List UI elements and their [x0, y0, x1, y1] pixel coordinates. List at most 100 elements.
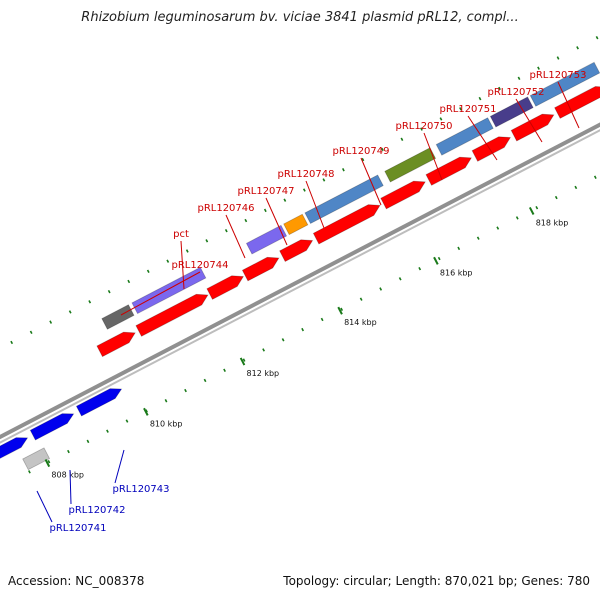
backbone-shadow	[0, 129, 600, 444]
upper-tick	[263, 208, 267, 213]
scale-tick	[337, 306, 343, 315]
gene-box[interactable]	[101, 304, 135, 330]
cds-arrow[interactable]	[135, 293, 209, 337]
gene-label[interactable]: pct	[173, 229, 189, 240]
upper-tick	[381, 147, 384, 152]
gene-label[interactable]: pRL120751	[439, 104, 496, 115]
lower-tick	[379, 287, 383, 291]
topology-label: Topology: circular; Length: 870,021 bp; …	[283, 574, 590, 588]
cds-arrow[interactable]	[471, 136, 512, 162]
lower-tick	[164, 399, 168, 403]
upper-tick	[498, 86, 501, 91]
upper-tick	[302, 188, 306, 192]
cds-arrow[interactable]	[380, 180, 426, 210]
lower-tick	[47, 459, 51, 464]
lower-tick	[496, 226, 500, 230]
cds-arrow[interactable]	[425, 156, 473, 186]
gene-label[interactable]: pRL120742	[68, 505, 125, 516]
upper-tick	[88, 300, 92, 304]
lower-tick	[340, 307, 344, 312]
upper-tick	[439, 117, 443, 121]
upper-tick	[68, 310, 72, 314]
lower-tick	[320, 317, 324, 322]
gene-leader-line	[423, 132, 443, 181]
backbone	[0, 122, 600, 440]
reverse-cds-arrow[interactable]	[0, 437, 29, 459]
scale-tick	[433, 256, 439, 265]
upper-tick	[10, 340, 14, 345]
gene-leader-line	[265, 197, 288, 246]
cds-arrow[interactable]	[279, 239, 314, 263]
cds-arrow[interactable]	[554, 86, 600, 119]
lower-tick	[359, 297, 363, 301]
upper-tick	[420, 127, 423, 131]
lower-tick	[203, 378, 207, 383]
scale-label: 812 kbp	[247, 369, 280, 378]
cds-arrow[interactable]	[96, 331, 136, 358]
lower-tick	[125, 419, 129, 423]
cds-arrow[interactable]	[312, 204, 381, 245]
gene-label[interactable]: pRL120746	[197, 203, 254, 214]
gene-label[interactable]: pRL120743	[112, 484, 169, 495]
lower-tick	[457, 246, 461, 251]
gene-label[interactable]: pRL120741	[49, 523, 106, 534]
gene-leader-line	[69, 469, 72, 505]
upper-tick	[224, 228, 228, 233]
gene-label[interactable]: pRL120748	[277, 169, 334, 180]
lower-tick	[106, 429, 109, 433]
scale-tick	[44, 459, 51, 468]
upper-tick	[556, 56, 560, 60]
gene-leader-line	[180, 240, 185, 290]
cds-arrow[interactable]	[206, 275, 245, 300]
gene-leader-line	[467, 115, 498, 161]
upper-tick	[166, 259, 170, 263]
upper-tick	[322, 178, 326, 182]
upper-tick	[478, 96, 482, 101]
upper-tick	[283, 198, 287, 202]
upper-tick	[361, 157, 365, 162]
lower-tick	[223, 368, 226, 372]
scale-tick	[143, 407, 149, 416]
reverse-cds-arrow[interactable]	[29, 413, 75, 441]
lower-tick	[476, 236, 480, 240]
lower-tick	[554, 195, 558, 200]
lower-tick	[28, 470, 31, 474]
lower-tick	[262, 348, 265, 352]
lower-tick	[535, 206, 539, 210]
gene-label[interactable]: pRL120747	[237, 186, 294, 197]
gene-box[interactable]	[489, 96, 534, 128]
gene-label[interactable]: pRL120750	[395, 121, 452, 132]
gene-box[interactable]	[283, 213, 309, 236]
cds-arrow[interactable]	[510, 113, 555, 142]
gene-box[interactable]	[245, 224, 288, 255]
scale-label: 810 kbp	[150, 419, 183, 428]
gene-box[interactable]	[384, 147, 437, 183]
upper-tick	[185, 249, 189, 253]
upper-tick	[244, 218, 248, 223]
gene-leader-line	[225, 214, 246, 259]
gene-label[interactable]: pRL120753	[529, 70, 586, 81]
scale-label: 814 kbp	[344, 318, 377, 327]
reverse-cds-arrow[interactable]	[75, 388, 123, 417]
upper-tick	[576, 46, 579, 50]
accession-label: Accession: NC_008378	[8, 574, 145, 588]
lower-tick	[301, 327, 305, 332]
gene-leader-line	[515, 98, 543, 143]
gene-label[interactable]: pRL120744	[171, 260, 228, 271]
cds-arrow[interactable]	[241, 256, 280, 282]
gene-box[interactable]	[435, 117, 494, 156]
upper-tick	[127, 279, 131, 284]
upper-tick	[517, 76, 521, 81]
map-title: Rhizobium leguminosarum bv. viciae 3841 …	[81, 10, 519, 25]
upper-tick	[205, 239, 209, 243]
gene-label[interactable]: pRL120752	[487, 87, 544, 98]
gene-leader-line	[557, 81, 580, 129]
gene-leader-line	[305, 180, 325, 229]
scale-label: 818 kbp	[536, 218, 569, 227]
gene-box[interactable]	[304, 174, 384, 225]
grey-gene-box[interactable]	[22, 447, 51, 471]
scale-tick	[239, 357, 246, 366]
gene-label[interactable]: pRL120749	[332, 146, 389, 157]
